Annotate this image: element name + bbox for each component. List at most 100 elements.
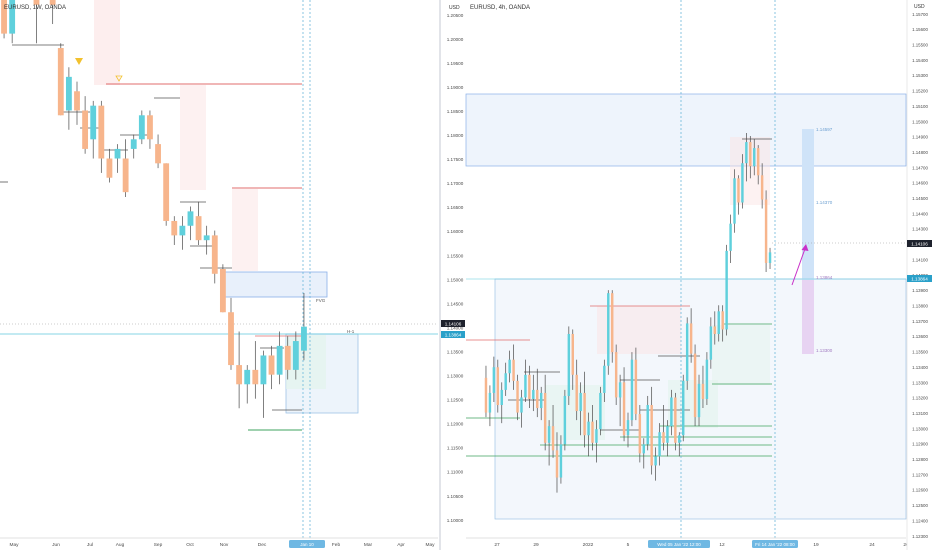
price-tick-label: 1.14600 bbox=[912, 181, 928, 186]
candle-body bbox=[130, 139, 137, 149]
entry-label: 1.13864 bbox=[816, 275, 833, 280]
candle-body bbox=[260, 355, 267, 385]
price-tick-label: 1.12500 bbox=[912, 503, 928, 508]
price-tick-label: 1.19500 bbox=[447, 61, 464, 66]
price-tick-label: 1.16500 bbox=[447, 205, 464, 210]
price-tick-label: 1.14700 bbox=[912, 165, 928, 170]
candle-body bbox=[244, 369, 251, 385]
demand-zone bbox=[545, 385, 605, 440]
projection-arrow bbox=[791, 245, 807, 286]
candle-body bbox=[745, 142, 748, 164]
candle-body bbox=[618, 382, 622, 398]
price-tick-label: 1.12000 bbox=[447, 422, 464, 427]
weekly-price-axis[interactable]: USD 1.20500 1.20000 1.19500 1.19000 1.18500 1… bbox=[441, 0, 465, 538]
projection-arrow-head bbox=[801, 244, 809, 251]
price-tick-label: 1.14800 bbox=[912, 150, 928, 155]
candle-body bbox=[500, 389, 503, 406]
candle-body bbox=[614, 352, 618, 398]
weekly-chart-panel[interactable]: EURUSD, 1W, OANDA FVG H-1 May Jun Jul Aug Se… bbox=[0, 0, 438, 548]
price-tag-level bbox=[907, 275, 932, 282]
candle-body bbox=[693, 353, 697, 418]
candle-body bbox=[666, 426, 669, 443]
target-label: 1.14597 bbox=[816, 127, 833, 132]
candle-body bbox=[488, 392, 492, 413]
candle-body bbox=[520, 397, 523, 413]
price-tick-label: 1.13000 bbox=[447, 374, 464, 379]
price-tick-label: 1.16000 bbox=[447, 229, 464, 234]
candle-body bbox=[654, 456, 657, 466]
price-tick-label: 1.14100 bbox=[912, 257, 928, 262]
price-tag-level bbox=[441, 331, 465, 338]
price-tick-label: 1.13600 bbox=[912, 334, 928, 339]
fvg-box bbox=[222, 271, 328, 298]
4h-candles bbox=[484, 132, 772, 493]
candle-body bbox=[760, 175, 764, 200]
time-tick-label: 24 bbox=[869, 542, 875, 548]
time-highlight-label: Jan 10 bbox=[300, 542, 314, 547]
candle-body bbox=[496, 367, 500, 406]
candle-body bbox=[729, 223, 732, 251]
candle-body bbox=[122, 158, 129, 193]
weekly-x-axis: May Jun Jul Aug Sep Oct Nov Dec Feb Mar Apr May bbox=[9, 542, 435, 548]
price-tick-label: 1.15300 bbox=[912, 73, 928, 78]
candle-body bbox=[638, 414, 642, 454]
candle-body bbox=[634, 359, 638, 415]
candle-body bbox=[65, 76, 72, 111]
candle-body bbox=[721, 311, 724, 330]
price-tick-label: 1.12400 bbox=[912, 518, 928, 523]
candle-body bbox=[114, 148, 121, 159]
candle-body bbox=[211, 235, 218, 274]
price-tick-label: 1.13200 bbox=[912, 396, 928, 401]
candle-body bbox=[583, 392, 586, 436]
candle-body bbox=[626, 420, 630, 436]
candle-body bbox=[504, 373, 507, 390]
price-tick-label: 1.14500 bbox=[912, 196, 928, 201]
candle-body bbox=[622, 382, 626, 436]
candle-body bbox=[567, 333, 571, 396]
4h-chart-panel[interactable]: 1.14597 1.14370 1.13864 1.13300 EURUSD, … bbox=[465, 0, 909, 548]
price-tick-label: 1.17500 bbox=[447, 157, 464, 162]
time-highlight-label-1: Wed 05 Jan '22 12:00 bbox=[657, 542, 701, 547]
price-tick-label: 1.13700 bbox=[912, 319, 928, 324]
price-tick-label: 1.12700 bbox=[912, 472, 928, 477]
time-highlight-label-2: Fri 14 Jan '22 08:00 bbox=[755, 542, 795, 547]
time-tick-label: 12 bbox=[719, 542, 725, 548]
price-tick-label: 1.15000 bbox=[912, 119, 928, 124]
candle-body bbox=[524, 374, 527, 398]
time-tick-label: Oct bbox=[186, 542, 194, 548]
candle-body bbox=[147, 115, 153, 140]
time-tick-label: May bbox=[9, 542, 19, 548]
candle-body bbox=[484, 377, 488, 413]
candle-body bbox=[138, 115, 145, 140]
price-tick-label: 1.19000 bbox=[447, 85, 464, 90]
candle-body bbox=[268, 355, 275, 375]
price-tag-current-text: 1.14106 bbox=[445, 322, 462, 327]
candle-body bbox=[528, 374, 531, 399]
price-tick-label: 1.12900 bbox=[912, 442, 928, 447]
price-tick-label: 1.13500 bbox=[447, 349, 464, 354]
time-tick-label: Jul bbox=[87, 542, 93, 548]
price-tag-current bbox=[441, 320, 465, 327]
candle-body bbox=[670, 397, 673, 427]
candle-body bbox=[292, 341, 299, 370]
stop-zone bbox=[802, 280, 814, 354]
candle-body bbox=[756, 148, 760, 176]
candle-body bbox=[555, 450, 559, 478]
fractal-down-marker-small bbox=[115, 75, 123, 82]
candle-body bbox=[662, 432, 665, 443]
candle-body bbox=[685, 323, 689, 381]
candle-body bbox=[74, 91, 80, 111]
time-tick-label: Feb bbox=[332, 542, 341, 548]
time-tick-label: Mar bbox=[364, 542, 373, 548]
time-highlight bbox=[648, 540, 710, 548]
price-tick-label: 1.15400 bbox=[912, 58, 928, 63]
price-tick-label: 1.13300 bbox=[912, 380, 928, 385]
candle-body bbox=[543, 392, 547, 443]
4h-title: EURUSD, 4h, OANDA bbox=[470, 5, 530, 11]
price-tag-current-text: 1.14106 bbox=[911, 242, 928, 247]
supply-zone bbox=[94, 0, 120, 85]
candle-body bbox=[516, 380, 519, 413]
4h-price-axis[interactable]: USD 1.15700 1.15600 1.15500 1.15400 1.15300 1… bbox=[906, 0, 932, 550]
price-tick-label: 1.11500 bbox=[447, 446, 464, 451]
candle-body bbox=[9, 0, 16, 34]
